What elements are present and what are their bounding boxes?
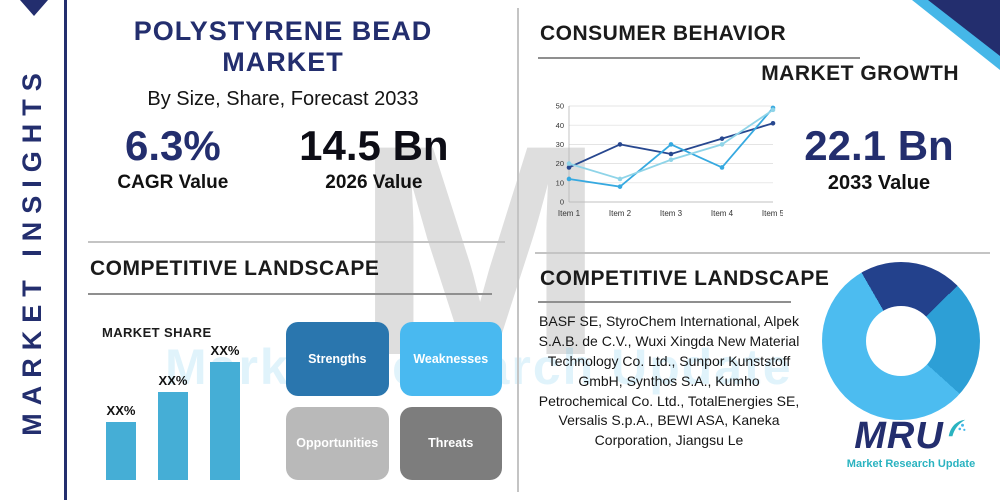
svg-text:Item 4: Item 4	[711, 209, 734, 218]
bar-value-label: XX%	[158, 373, 188, 388]
bar-column: XX%	[158, 373, 188, 480]
value-2033-stat: 22.1 Bn 2033 Value	[789, 122, 969, 195]
swot-opportunities-card: Opportunities	[286, 406, 389, 480]
bar-value-label: XX%	[106, 403, 136, 418]
competitive-landscape-right-heading: COMPETITIVE LANDSCAPE	[540, 267, 830, 290]
swot-weaknesses-card: Weaknesses	[399, 322, 502, 396]
value-2026: 14.5 Bn	[299, 122, 449, 169]
consumer-behavior-heading: CONSUMER BEHAVIOR	[540, 22, 787, 45]
sidebar: MARKET INSIGHTS	[0, 0, 64, 500]
swot-threats-card: Threats	[399, 406, 502, 480]
market-growth-chart: 0 10 20 30 40 50 Item 1 Item 2 Item 3 Item 4 Item …	[545, 98, 785, 224]
swot-threats-label: Threats	[428, 436, 474, 451]
svg-text:20: 20	[556, 159, 564, 168]
donut-hole	[866, 306, 936, 376]
swot-grid: Strengths Weaknesses Opportunities Threa…	[286, 322, 502, 480]
svg-text:10: 10	[556, 178, 564, 187]
svg-text:Item 5: Item 5	[762, 209, 783, 218]
bar-value-label: XX%	[210, 343, 240, 358]
swot-strengths-label: Strengths	[308, 351, 367, 366]
competitive-landscape-left-heading: COMPETITIVE LANDSCAPE	[90, 257, 380, 280]
sidebar-vertical-line	[64, 0, 67, 500]
mru-logo-row: MRU	[835, 417, 987, 455]
swot-opportunities-label: Opportunities	[296, 436, 379, 451]
competitor-donut-chart	[822, 262, 980, 420]
cagr-stat: 6.3% CAGR Value	[117, 122, 229, 194]
competitive-landscape-right-section: COMPETITIVE LANDSCAPE BASF SE, StyroChem…	[517, 252, 1000, 500]
cagr-label: CAGR Value	[117, 172, 229, 194]
stats-row: 6.3% CAGR Value 14.5 Bn 2026 Value	[82, 122, 484, 194]
right-horizontal-divider	[535, 252, 990, 254]
mru-logo-tagline: Market Research Update	[846, 458, 976, 470]
value-2033-label: 2033 Value	[827, 172, 931, 195]
market-growth-section: CONSUMER BEHAVIOR MARKET GROWTH 0 10 20 30 4…	[517, 0, 1000, 252]
page-title: POLYSTYRENE BEAD MARKET	[133, 16, 433, 77]
competitive-landscape-left-underline	[88, 293, 492, 295]
center-vertical-divider	[517, 8, 519, 492]
market-share-label: MARKET SHARE	[102, 325, 212, 340]
bar	[210, 362, 240, 480]
mru-logo: MRU Market Research Update	[835, 417, 987, 470]
svg-text:Item 1: Item 1	[558, 209, 581, 218]
page-subtitle: By Size, Share, Forecast 2033	[147, 88, 419, 110]
bar-column: XX%	[106, 403, 136, 480]
leaf-icon	[948, 419, 966, 437]
competitive-landscape-right-underline	[538, 301, 791, 303]
value-2026-stat: 14.5 Bn 2026 Value	[299, 122, 449, 194]
market-share-chart: XX% XX% XX%	[100, 342, 275, 480]
competitive-landscape-left-section: COMPETITIVE LANDSCAPE MARKET SHARE XX% XX…	[70, 243, 517, 500]
swot-strengths-card: Strengths	[286, 322, 389, 396]
value-2033: 22.1 Bn	[804, 122, 954, 169]
value-2026-label: 2026 Value	[325, 172, 423, 194]
mru-logo-text: MRU	[854, 415, 944, 457]
market-growth-heading: MARKET GROWTH	[761, 62, 959, 85]
svg-text:30: 30	[556, 140, 564, 149]
svg-text:Item 2: Item 2	[609, 209, 632, 218]
market-overview-section: POLYSTYRENE BEAD MARKET By Size, Share, …	[70, 0, 517, 241]
bar	[106, 422, 136, 480]
swot-weaknesses-label: Weaknesses	[413, 351, 489, 366]
svg-text:0: 0	[560, 198, 564, 207]
companies-list: BASF SE, StyroChem International, Alpek …	[538, 313, 800, 449]
svg-text:Item 3: Item 3	[660, 209, 683, 218]
left-horizontal-divider	[88, 241, 505, 243]
sidebar-vertical-title: MARKET INSIGHTS	[16, 64, 47, 436]
svg-text:40: 40	[556, 121, 564, 130]
svg-text:50: 50	[556, 102, 564, 111]
bar	[158, 392, 188, 480]
bar-column: XX%	[210, 343, 240, 480]
cagr-value: 6.3%	[124, 122, 221, 169]
top-left-triangle	[20, 0, 48, 16]
consumer-behavior-underline	[538, 57, 860, 59]
